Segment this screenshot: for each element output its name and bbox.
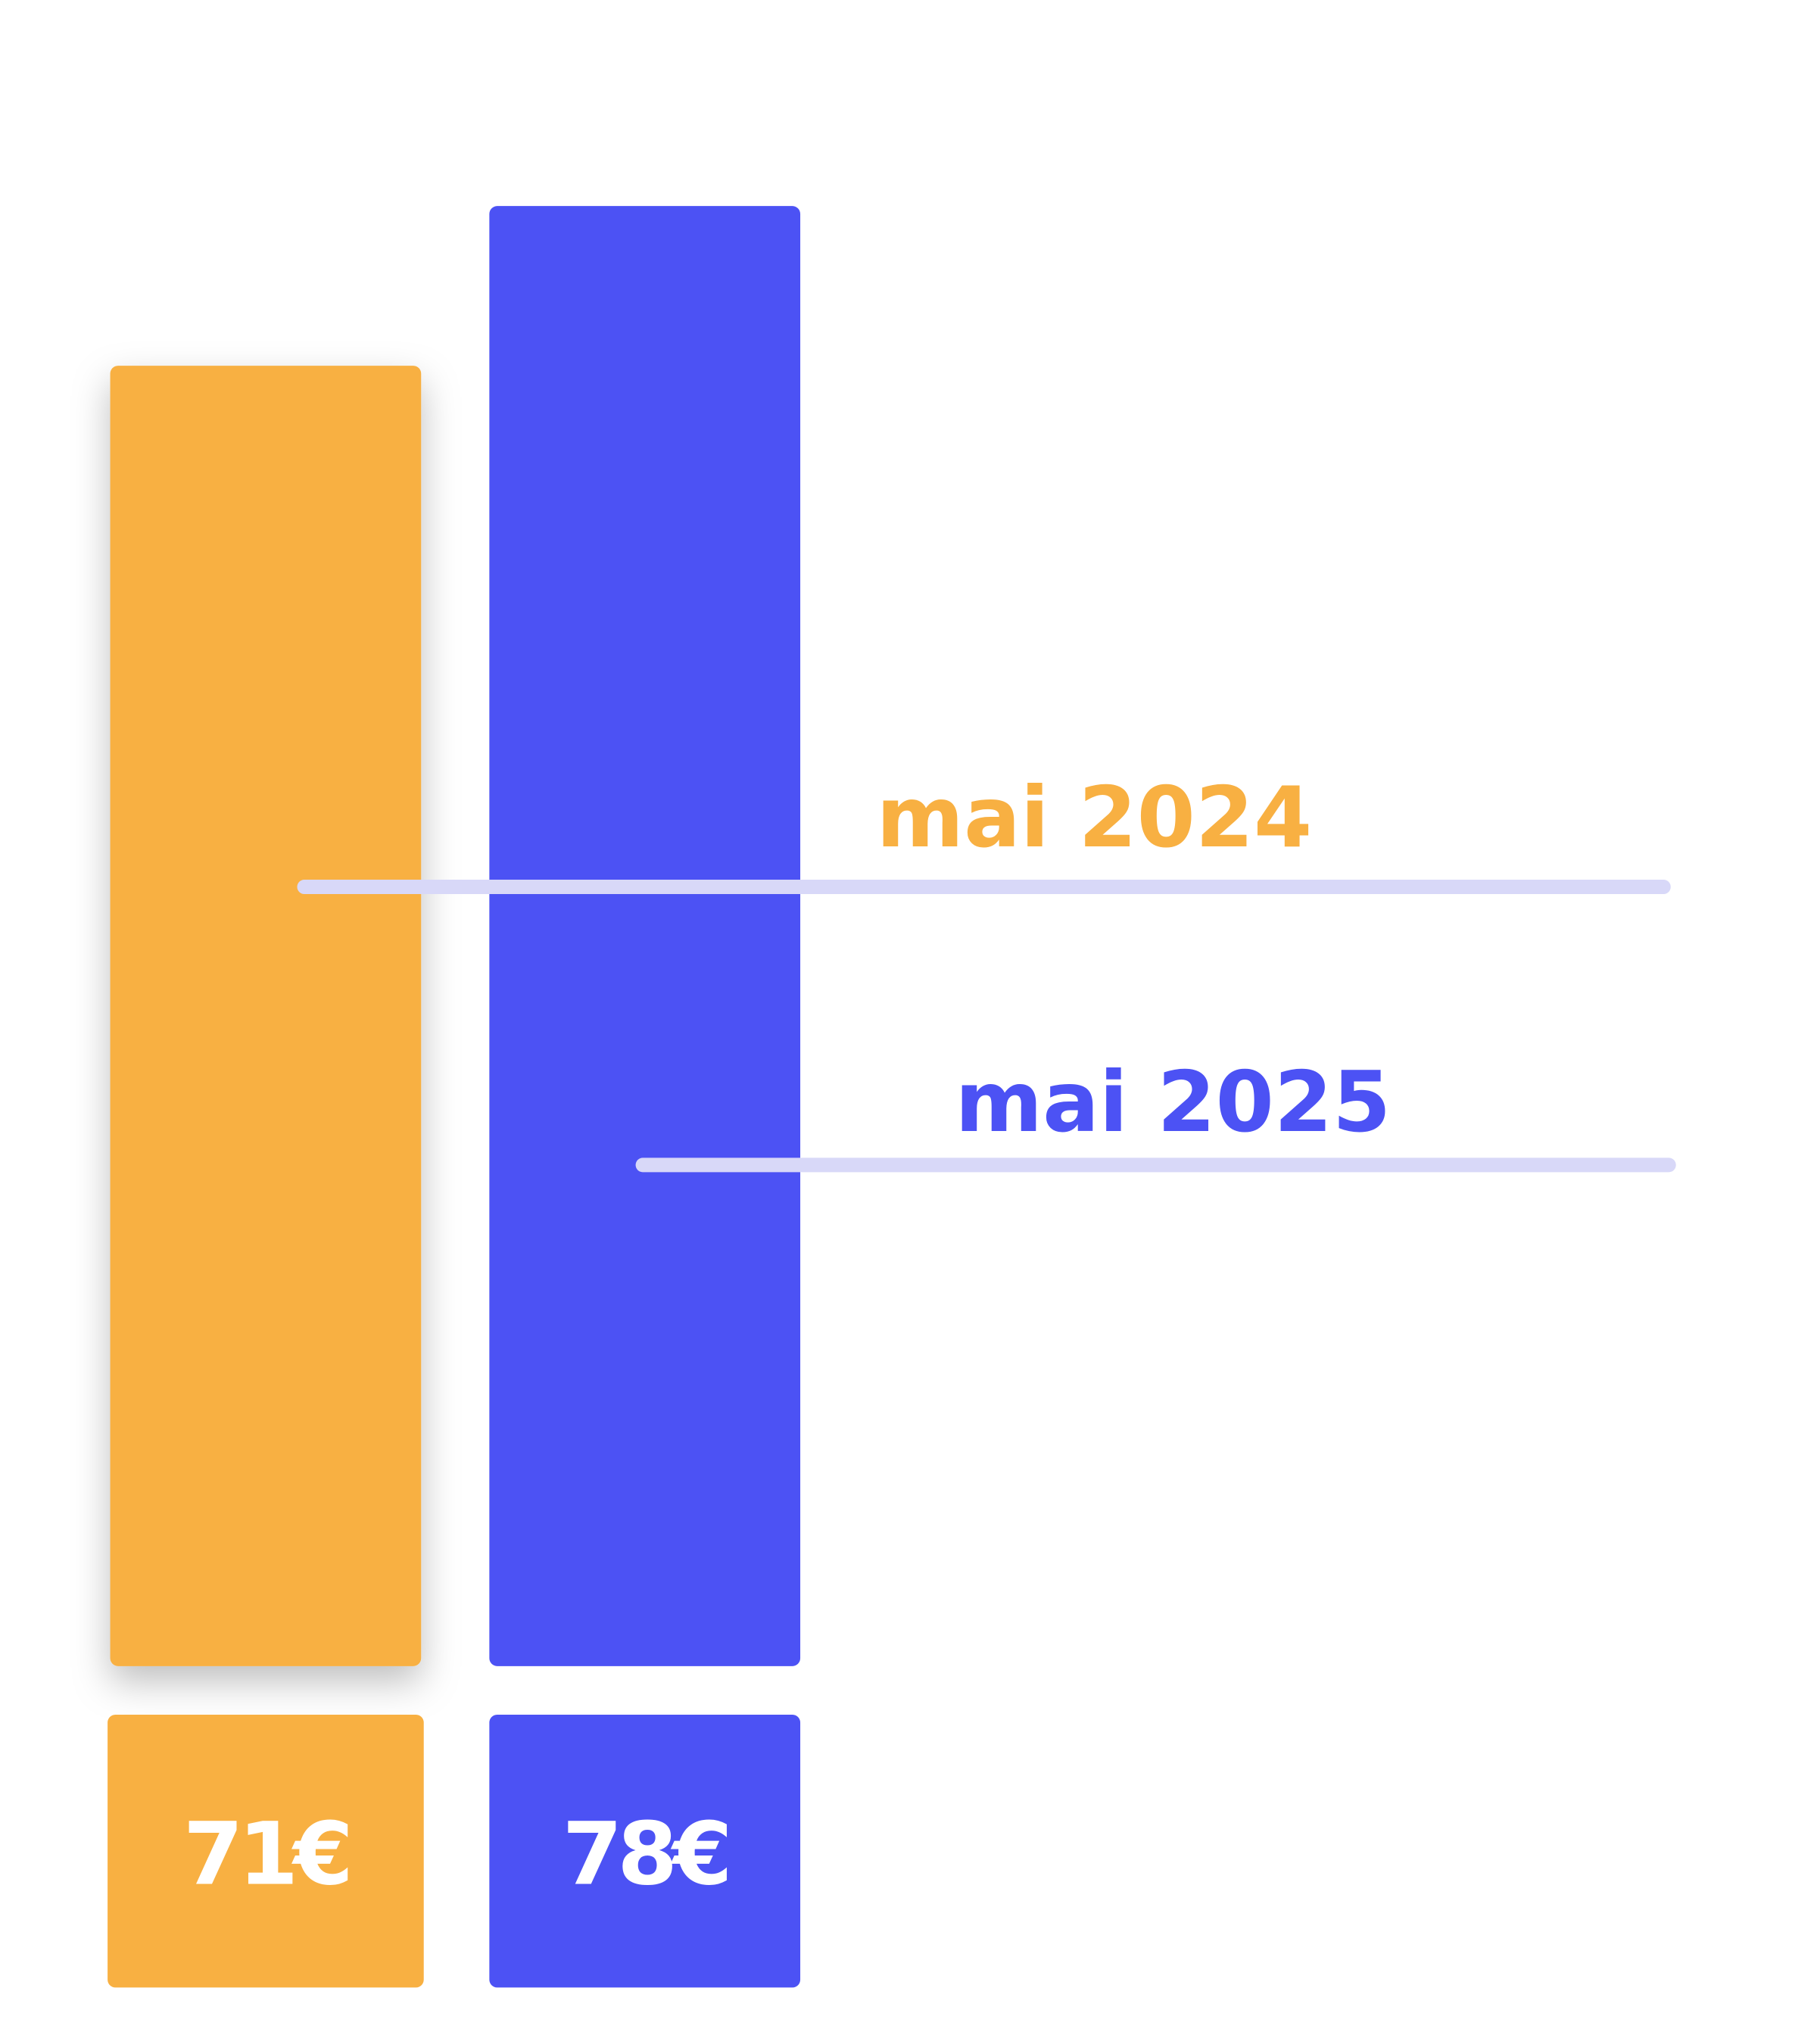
value-label: 78€ [563,1803,728,1904]
category-label: mai 2025 [955,1054,1392,1151]
bar [489,206,801,1666]
value-label: 71€ [183,1803,348,1904]
bar [110,366,422,1666]
category-label: mai 2024 [877,769,1313,867]
value-box [108,1714,424,1988]
value-box [489,1714,801,1988]
